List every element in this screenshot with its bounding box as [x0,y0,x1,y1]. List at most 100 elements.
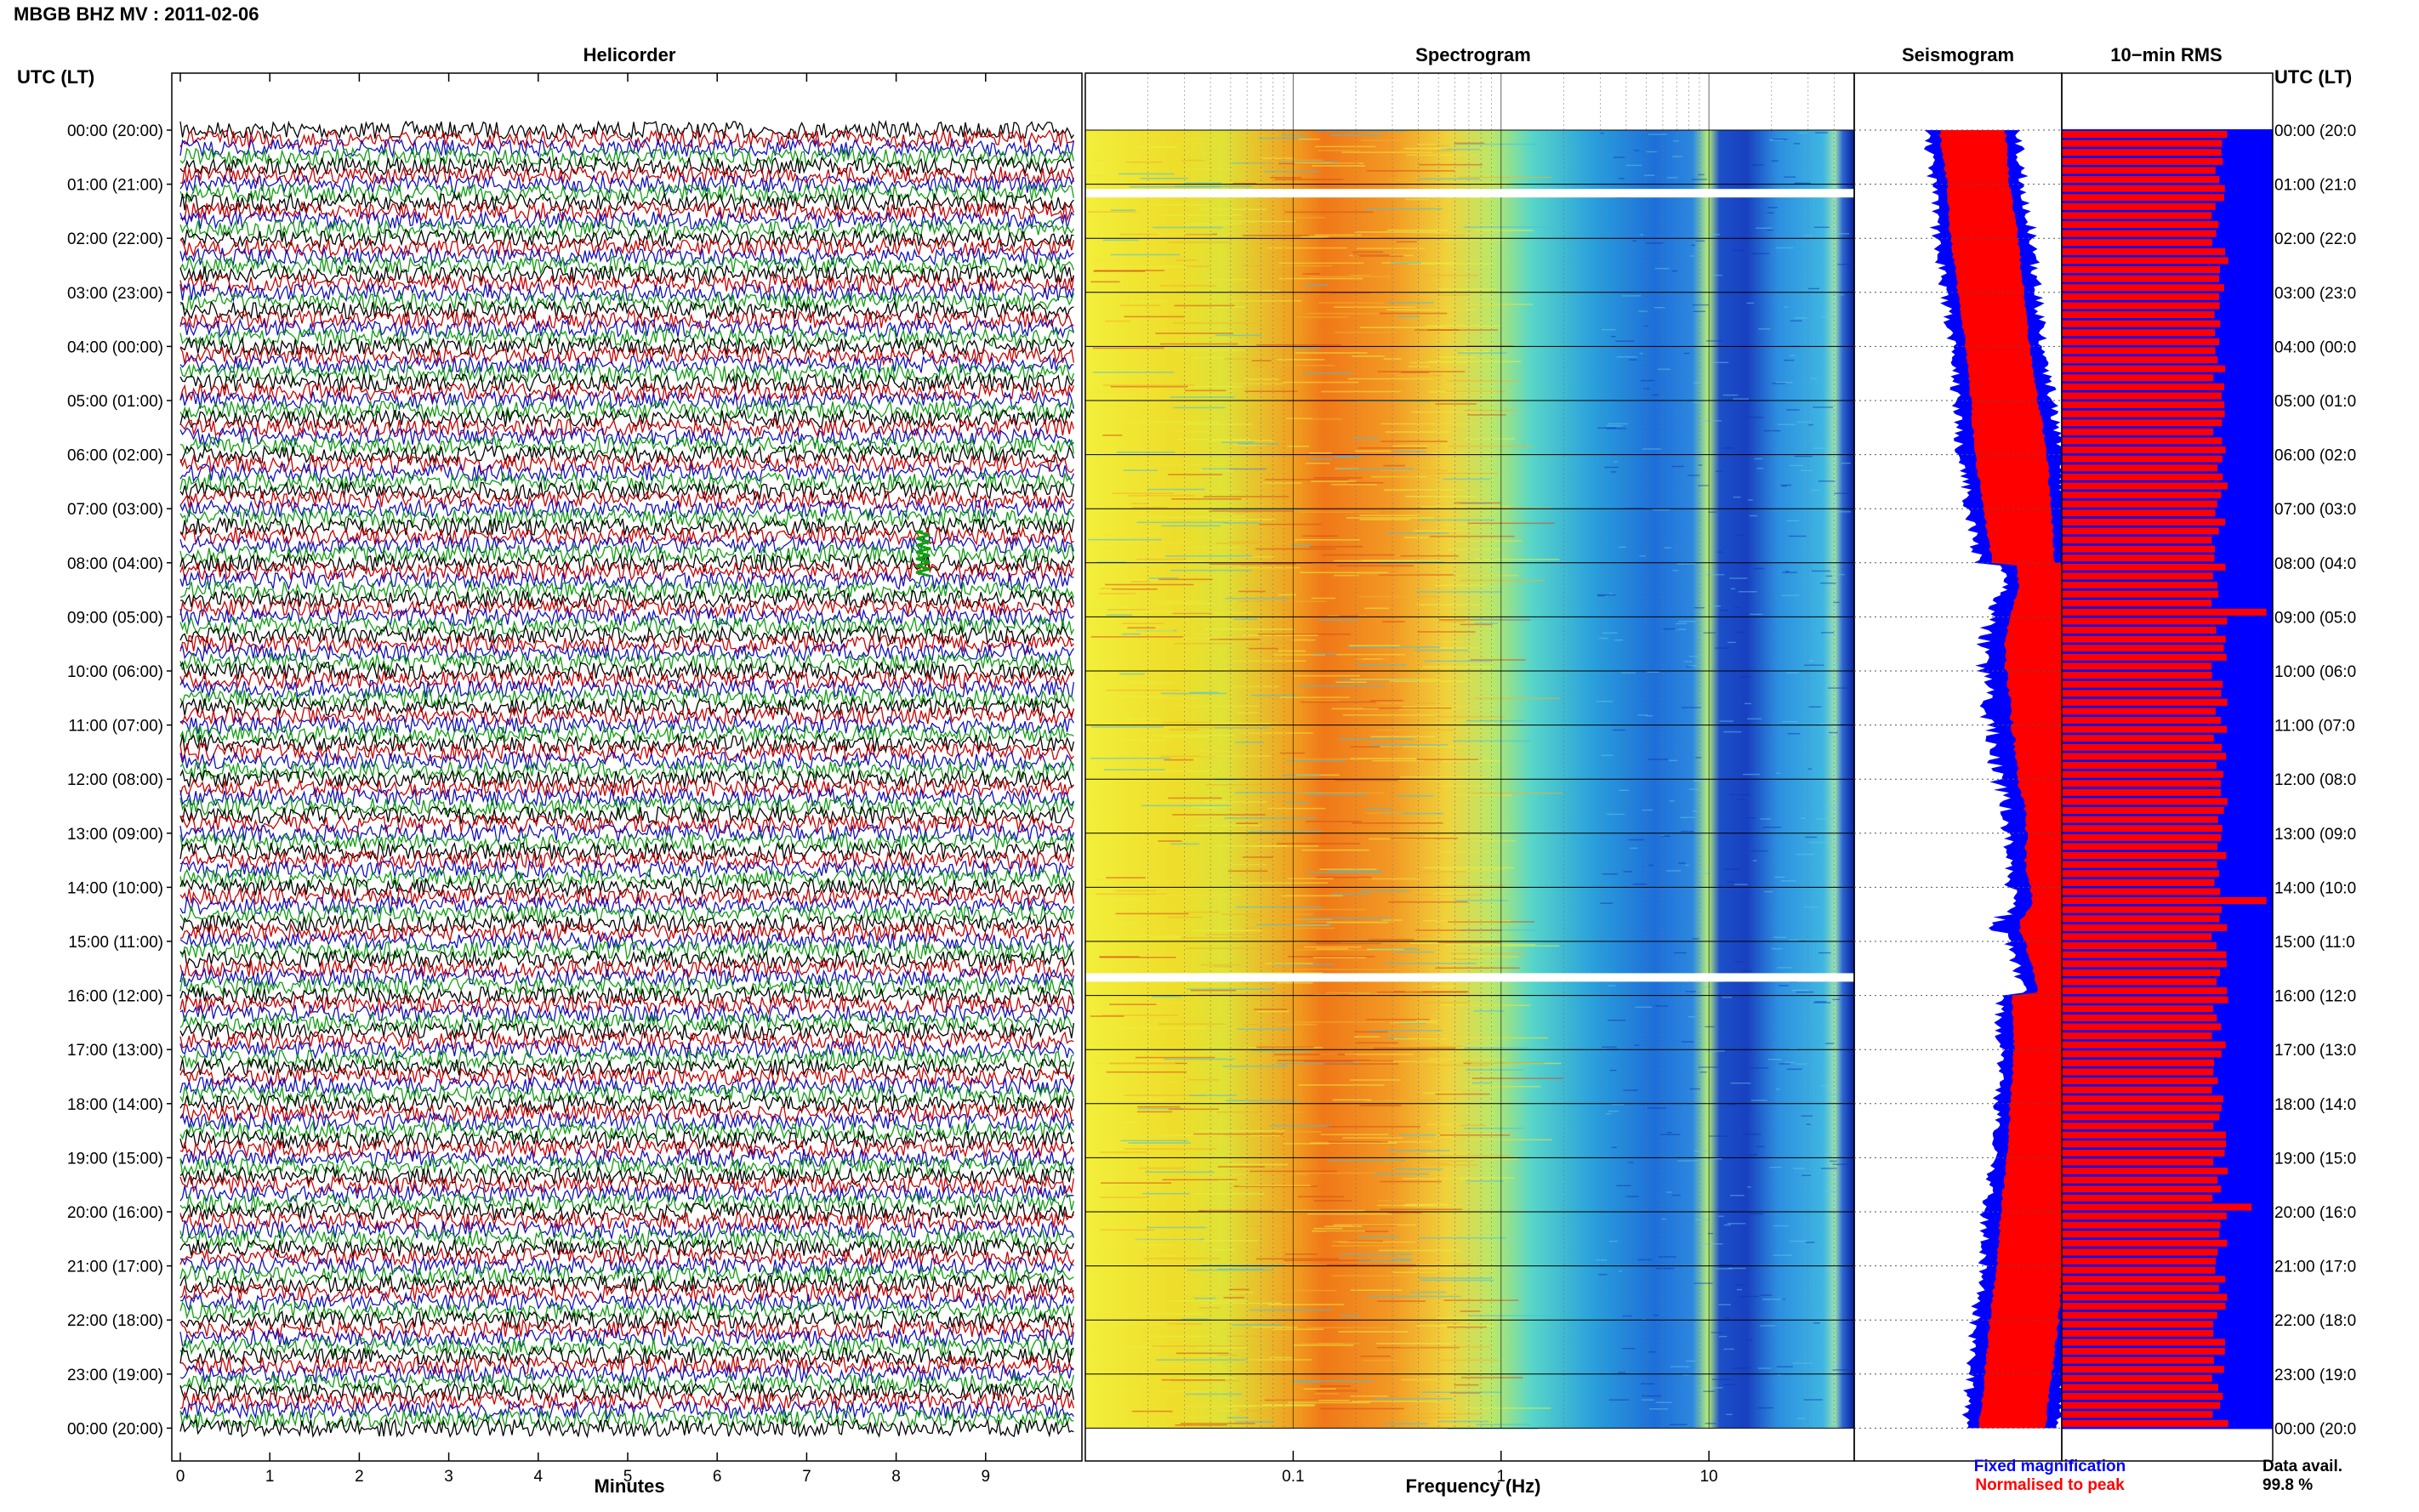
spectrogram-texture [1153,226,1223,229]
spectrogram-texture [1096,893,1166,895]
spectrogram-texture [1470,659,1526,661]
spectrogram-texture [1404,145,1450,147]
spectrogram-texture [1460,196,1491,199]
spectrogram-texture [1154,600,1206,603]
spectrogram-texture [1223,1297,1244,1299]
spectrogram-texture [1200,208,1266,211]
helicorder-trace [179,516,1075,537]
spectrogram-texture [1602,873,1618,875]
helicorder-trace [179,1327,1075,1349]
spectrogram-texture [1357,572,1428,575]
spectrogram-texture [1404,991,1423,992]
rms-bar [2062,680,2223,688]
spectrogram-texture [1223,522,1261,524]
spectrogram-texture [1202,468,1267,470]
spectrogram-texture [1796,421,1813,423]
spectrogram-texture [1112,966,1153,969]
spectrogram-texture [1459,1037,1548,1039]
spectrogram-texture [1106,1071,1187,1073]
spectrogram-texture [1320,1385,1351,1387]
time-label: 04:00 (00:00) [67,338,163,356]
spectrogram-texture [1632,240,1636,242]
time-label: 20:00 (16:00) [67,1204,163,1222]
spectrogram-texture [1606,813,1625,816]
spectrogram-texture [1666,870,1682,872]
spectrogram-texture [1801,469,1813,471]
spectrogram-texture [1800,817,1807,819]
time-label: 10:00 (06:00) [67,663,163,681]
spectrogram-data-gap [1085,973,1854,982]
spectrogram-texture [1616,1185,1631,1186]
spectrogram-texture [1409,263,1493,265]
rms-bar [2062,1239,2228,1247]
spectrogram-texture [1352,437,1380,440]
helicorder-trace [179,912,1074,935]
spectrogram-texture [1448,549,1501,550]
time-label: 11:00 (07:00) [68,718,163,736]
spectrogram-texture [1340,941,1409,943]
spectrogram-texture [1181,1423,1255,1424]
spectrogram-texture [1287,1174,1307,1175]
spectrogram-texture [1813,406,1833,408]
spectrogram-texture [1123,578,1161,581]
spectrogram-texture [1307,312,1380,315]
helicorder-trace [179,724,1074,745]
spectrogram-texture [1602,632,1618,634]
rms-bar [2062,645,2224,652]
spectrogram-texture [1124,1148,1217,1150]
spectrogram-texture [1471,618,1557,621]
spectrogram-texture [1152,1345,1245,1347]
spectrogram-texture [1118,173,1175,175]
spectrogram-texture [1781,880,1796,882]
helicorder-trace [179,867,1074,889]
spectrogram-texture [1321,390,1402,393]
spectrogram-texture [1435,885,1506,887]
spectrogram-texture [1727,1223,1746,1225]
spectrogram-texture [1092,372,1175,373]
spectrogram-texture [1628,838,1645,841]
spectrogram-texture [1105,320,1131,322]
spectrogram-texture [1369,939,1414,941]
helicorder-trace [179,299,1074,321]
spectrogram-texture [1767,1059,1782,1060]
spectrogram-texture [1088,538,1162,541]
spectrogram-texture [1096,878,1155,881]
spectrogram-texture [1410,411,1481,413]
rms-bar [2062,987,2228,995]
spectrogram-texture [1105,583,1194,586]
spectrogram-texture [1165,612,1251,614]
spectrogram-texture [1705,1026,1715,1028]
spectrogram-texture [1160,692,1227,695]
time-label: 19:00 (15:00) [67,1150,163,1168]
helicorder-trace [179,1183,1074,1204]
rms-bar [2062,1366,2224,1373]
spectrogram-texture [1199,1302,1282,1305]
spectrogram-texture [1217,1268,1264,1270]
spectrogram-texture [1194,634,1219,635]
rms-bar [2062,1276,2226,1283]
spectrogram-texture [1131,506,1168,509]
spectrogram-texture [1769,139,1784,141]
helicorder-trace [179,470,1074,492]
spectrogram-texture [1439,1158,1519,1161]
spectrogram-texture [1808,423,1813,426]
spectrogram-texture [1255,242,1296,244]
spectrogram-texture [1719,609,1728,611]
spectrogram-texture [1091,611,1175,612]
spectrogram-texture [1094,1062,1175,1065]
spectrogram-texture [1182,515,1249,518]
rms-bar [2062,924,2228,931]
right-time-label: 03:00 (23:0 [2274,285,2356,303]
spectrogram-texture [1461,350,1488,352]
spectrogram-texture [1121,1425,1169,1428]
helicorder-trace [179,281,1075,303]
rms-bar [2062,1086,2212,1094]
spectrogram-texture [1182,423,1253,425]
spectrogram-texture [1386,302,1434,304]
spectrogram-texture [1619,546,1626,549]
spectrogram-texture [1095,259,1160,261]
spectrogram-texture [1335,653,1405,656]
time-label: 14:00 (10:00) [67,879,163,897]
spectrogram-texture [1439,1134,1511,1136]
time-label: 01:00 (21:00) [67,177,163,195]
